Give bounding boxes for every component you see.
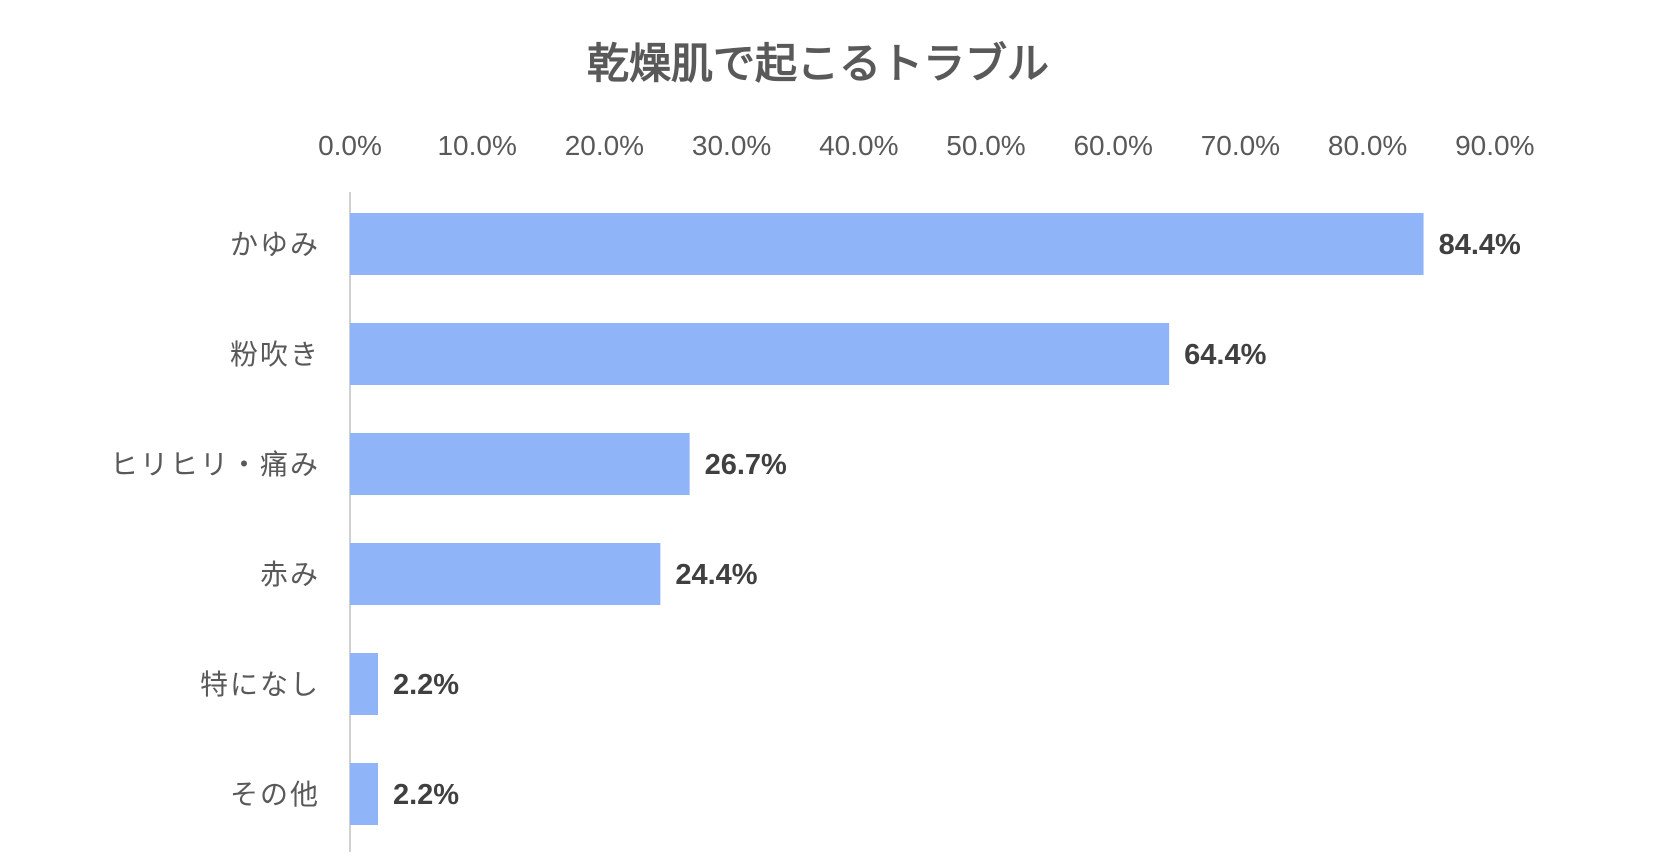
data-label: 64.4% [1184,339,1266,371]
bar [350,433,690,495]
data-label: 26.7% [705,449,787,481]
category-label: かゆみ [230,228,320,261]
bar [350,323,1170,385]
data-label: 2.2% [393,779,459,811]
data-label: 2.2% [393,669,459,701]
x-tick-label: 10.0% [437,130,516,161]
bar [350,763,378,825]
data-labels: 84.4% 64.4% 26.7% 24.4% 2.2% 2.2% [393,229,1521,811]
data-label: 84.4% [1439,229,1521,261]
x-axis-ticks: 0.0% 10.0% 20.0% 30.0% 40.0% 50.0% 60.0% 70.0% 8… [318,130,1534,161]
bar [350,543,661,605]
category-label: ヒリヒリ・痛み [110,448,320,481]
bar [350,213,1424,275]
x-tick-label: 50.0% [946,130,1025,161]
bar [350,653,378,715]
chart-title: 乾燥肌で起こるトラブル [587,39,1049,88]
x-tick-label: 40.0% [819,130,898,161]
x-tick-label: 20.0% [565,130,644,161]
category-label: その他 [230,778,320,811]
x-tick-label: 30.0% [692,130,771,161]
x-tick-label: 60.0% [1073,130,1152,161]
category-label: 粉吹き [230,338,320,371]
x-tick-label: 70.0% [1201,130,1280,161]
data-label: 24.4% [675,559,757,591]
x-tick-label: 80.0% [1328,130,1407,161]
x-tick-label: 0.0% [318,130,382,161]
bars [350,213,1424,825]
category-label: 特になし [200,668,320,701]
category-label: 赤み [260,558,320,591]
x-tick-label: 90.0% [1455,130,1534,161]
